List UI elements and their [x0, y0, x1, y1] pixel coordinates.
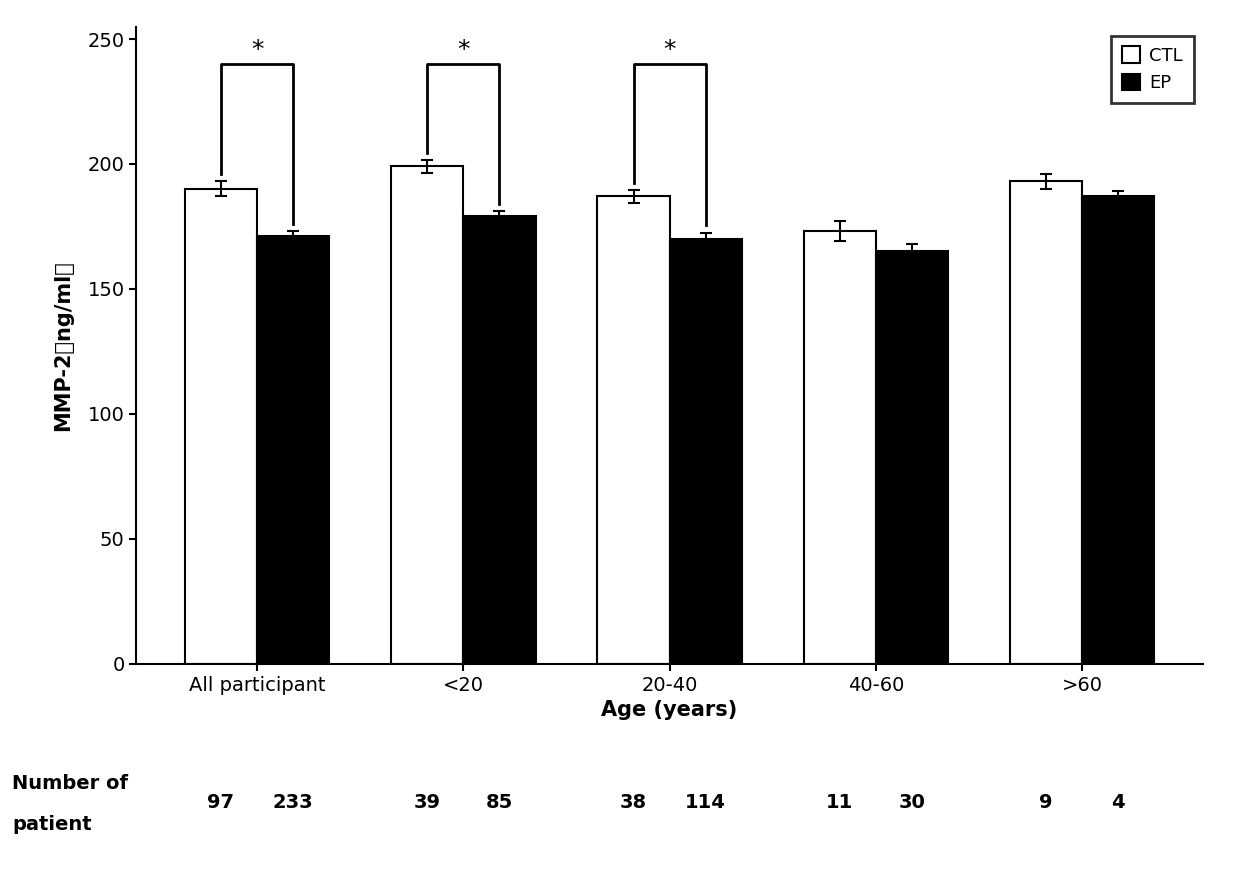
Text: 39: 39 [414, 793, 440, 812]
Y-axis label: MMP-2（ng/ml）: MMP-2（ng/ml） [53, 260, 73, 430]
Bar [464, 217, 536, 664]
Bar [391, 166, 464, 664]
X-axis label: Age (years): Age (years) [601, 700, 738, 720]
Text: Number of: Number of [12, 773, 129, 793]
Bar [804, 232, 875, 664]
Text: patient: patient [12, 815, 92, 835]
Text: *: * [250, 37, 263, 62]
Text: 233: 233 [273, 793, 314, 812]
Bar [185, 189, 257, 664]
Text: 30: 30 [899, 793, 925, 812]
Bar [1009, 181, 1083, 664]
Bar [670, 239, 742, 664]
Legend: CTL, EP: CTL, EP [1111, 35, 1194, 103]
Text: 4: 4 [1111, 793, 1125, 812]
Bar [875, 251, 949, 664]
Text: 9: 9 [1039, 793, 1053, 812]
Text: 97: 97 [207, 793, 234, 812]
Text: 114: 114 [686, 793, 727, 812]
Text: 11: 11 [826, 793, 853, 812]
Text: 85: 85 [486, 793, 513, 812]
Text: *: * [458, 37, 470, 62]
Text: *: * [663, 37, 676, 62]
Bar [257, 236, 330, 664]
Text: 38: 38 [620, 793, 647, 812]
Bar [1083, 196, 1154, 664]
Bar [598, 196, 670, 664]
